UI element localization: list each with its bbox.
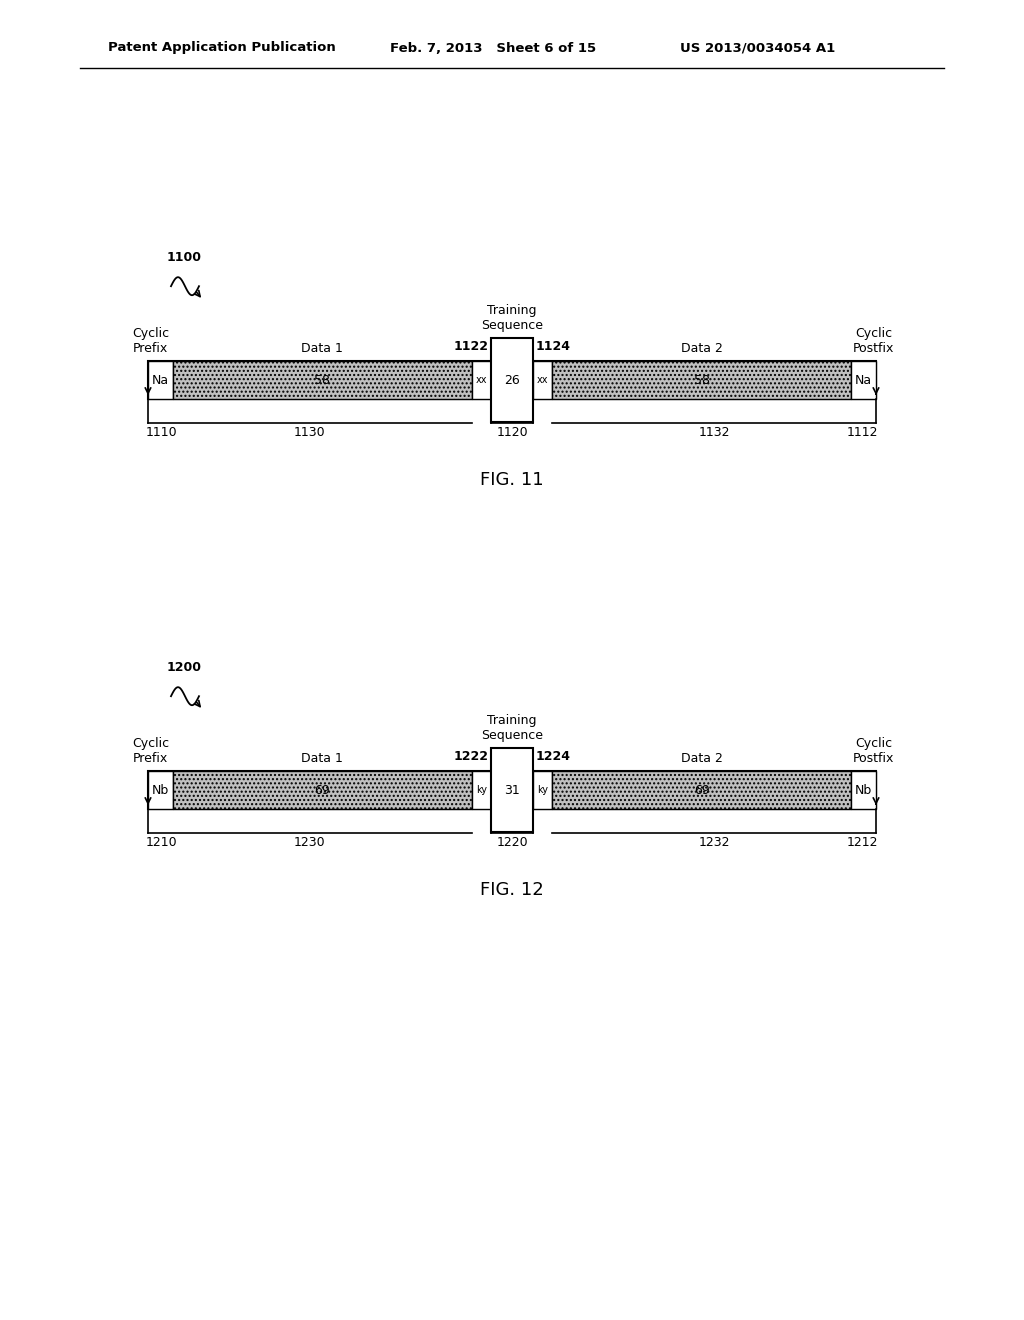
Text: xx: xx: [537, 375, 548, 385]
Text: Postfix: Postfix: [853, 342, 894, 355]
Text: ky: ky: [537, 785, 548, 795]
Bar: [148, 771, 173, 809]
Text: 58: 58: [314, 374, 331, 387]
Text: 31: 31: [504, 784, 520, 796]
Bar: [148, 360, 173, 399]
Text: Postfix: Postfix: [853, 752, 894, 766]
Text: 58: 58: [693, 374, 710, 387]
Text: 69: 69: [314, 784, 330, 796]
Bar: [148, 360, 876, 399]
Text: Prefix: Prefix: [133, 342, 168, 355]
Text: Training: Training: [487, 304, 537, 317]
Text: FIG. 12: FIG. 12: [480, 880, 544, 899]
Text: Data 2: Data 2: [681, 342, 723, 355]
Text: 1212: 1212: [847, 836, 878, 849]
Text: 1122: 1122: [454, 341, 488, 352]
Text: Cyclic: Cyclic: [132, 737, 169, 750]
Bar: [851, 360, 876, 399]
Text: Cyclic: Cyclic: [855, 737, 892, 750]
Text: 1100: 1100: [167, 251, 202, 264]
Bar: [490, 748, 534, 832]
Text: Nb: Nb: [855, 784, 872, 796]
Text: 1230: 1230: [294, 836, 326, 849]
Bar: [173, 771, 472, 809]
Text: FIG. 11: FIG. 11: [480, 471, 544, 488]
Text: Data 1: Data 1: [301, 752, 343, 766]
Text: Na: Na: [152, 374, 169, 387]
Text: Training: Training: [487, 714, 537, 727]
Text: xx: xx: [476, 375, 487, 385]
Text: 1124: 1124: [536, 341, 570, 352]
Bar: [534, 360, 552, 399]
Text: 1224: 1224: [536, 750, 570, 763]
Text: Sequence: Sequence: [481, 319, 543, 333]
Text: 1120: 1120: [497, 426, 527, 440]
Text: 1132: 1132: [698, 426, 730, 440]
Text: 1220: 1220: [497, 836, 527, 849]
Text: 1112: 1112: [847, 426, 878, 440]
Bar: [472, 771, 490, 809]
Bar: [148, 771, 876, 809]
Text: 1200: 1200: [167, 661, 202, 675]
Text: 69: 69: [694, 784, 710, 796]
Text: 1210: 1210: [146, 836, 177, 849]
Text: 1110: 1110: [146, 426, 177, 440]
Text: 26: 26: [504, 374, 520, 387]
Bar: [851, 771, 876, 809]
Bar: [552, 360, 851, 399]
Text: 1130: 1130: [294, 426, 326, 440]
Text: Cyclic: Cyclic: [855, 327, 892, 341]
Text: Na: Na: [855, 374, 872, 387]
Text: Feb. 7, 2013   Sheet 6 of 15: Feb. 7, 2013 Sheet 6 of 15: [390, 41, 596, 54]
Bar: [472, 360, 490, 399]
Text: Cyclic: Cyclic: [132, 327, 169, 341]
Text: Sequence: Sequence: [481, 729, 543, 742]
Bar: [173, 360, 472, 399]
Text: Nb: Nb: [152, 784, 169, 796]
Bar: [552, 771, 851, 809]
Text: 1232: 1232: [698, 836, 730, 849]
Text: Data 2: Data 2: [681, 752, 723, 766]
Text: Data 1: Data 1: [301, 342, 343, 355]
Text: US 2013/0034054 A1: US 2013/0034054 A1: [680, 41, 836, 54]
Text: 1222: 1222: [454, 750, 488, 763]
Bar: [534, 771, 552, 809]
Bar: [490, 338, 534, 422]
Text: ky: ky: [476, 785, 487, 795]
Text: Patent Application Publication: Patent Application Publication: [108, 41, 336, 54]
Text: Prefix: Prefix: [133, 752, 168, 766]
